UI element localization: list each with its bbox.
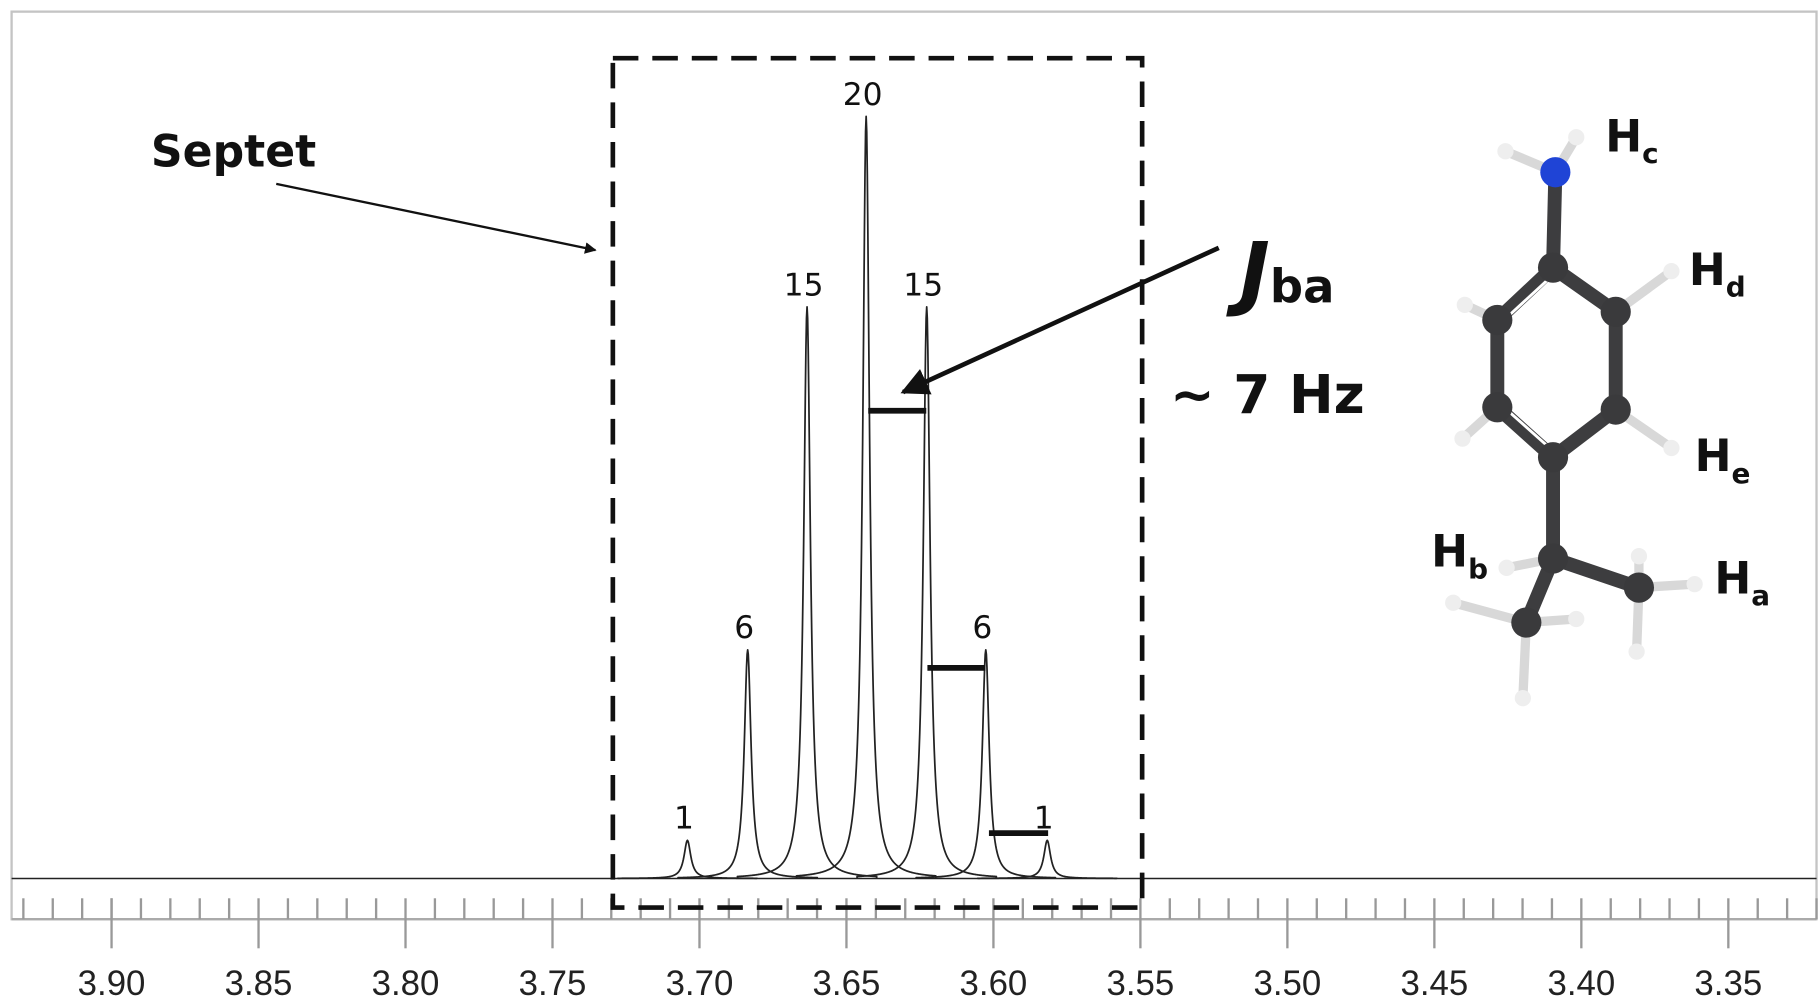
atom-label: Hc: [1605, 111, 1658, 170]
x-tick-label: 3.85: [225, 964, 293, 1003]
atom-symbol: H: [1689, 245, 1726, 296]
peak: [737, 307, 876, 879]
marks: 3.90 3.85 3.80 3.75 3.70 3.65 3.60 3.55 3.50 3.45…: [12, 77, 1817, 1003]
x-tick-label: 3.90: [78, 964, 146, 1003]
atom-label: Ha: [1714, 553, 1770, 612]
atom-symbol: H: [1695, 431, 1732, 482]
x-tick-label: 3.80: [372, 964, 440, 1003]
atom-subscript: e: [1732, 457, 1751, 490]
atom-symbol: H: [1431, 527, 1468, 578]
atom-symbol: H: [1605, 111, 1642, 162]
coupling-label: Jba: [1226, 225, 1335, 320]
atom-subscript: b: [1468, 552, 1488, 585]
x-tick-label: 3.50: [1254, 964, 1322, 1003]
chart: 3.90 3.85 3.80 3.75 3.70 3.65 3.60 3.55 3.50 3.45…: [0, 0, 1820, 1003]
peak-label: 6: [734, 610, 754, 646]
peak: [797, 116, 936, 878]
atom-label: He: [1695, 431, 1751, 490]
x-tick-label: 3.70: [666, 964, 734, 1003]
x-tick-label: 3.60: [960, 964, 1028, 1003]
atom-symbol: H: [1714, 553, 1751, 604]
peak-label: 1: [674, 801, 694, 837]
x-tick-label: 3.65: [813, 964, 881, 1003]
peak-label: 6: [972, 610, 992, 646]
x-tick-label: 3.35: [1694, 964, 1762, 1003]
atom-subscript: c: [1642, 137, 1659, 170]
peak: [916, 650, 1055, 879]
peak: [678, 650, 817, 879]
x-tick-label: 3.55: [1107, 964, 1175, 1003]
x-tick-label: 3.45: [1400, 964, 1468, 1003]
atom-subscript: a: [1751, 579, 1770, 612]
coupling-subscript: ba: [1270, 259, 1335, 313]
peak-label: 20: [843, 77, 883, 113]
peak-label: 15: [784, 267, 824, 303]
molecule: [1445, 129, 1703, 706]
x-tick-label: 3.75: [519, 964, 587, 1003]
x-tick-label: 3.40: [1547, 964, 1615, 1003]
coupling-symbol: J: [1226, 225, 1270, 320]
peak-label: 15: [903, 267, 943, 303]
atom-label: Hd: [1689, 245, 1746, 304]
atom-label: Hb: [1431, 527, 1488, 586]
septet-arrow: [276, 184, 595, 250]
coupling-value: ~ 7 Hz: [1170, 363, 1365, 426]
page: 3.90 3.85 3.80 3.75 3.70 3.65 3.60 3.55 3.50 3.45…: [0, 0, 1820, 1003]
atom-subscript: d: [1726, 271, 1746, 304]
peak: [618, 840, 757, 878]
septet-label: Septet: [151, 126, 316, 177]
